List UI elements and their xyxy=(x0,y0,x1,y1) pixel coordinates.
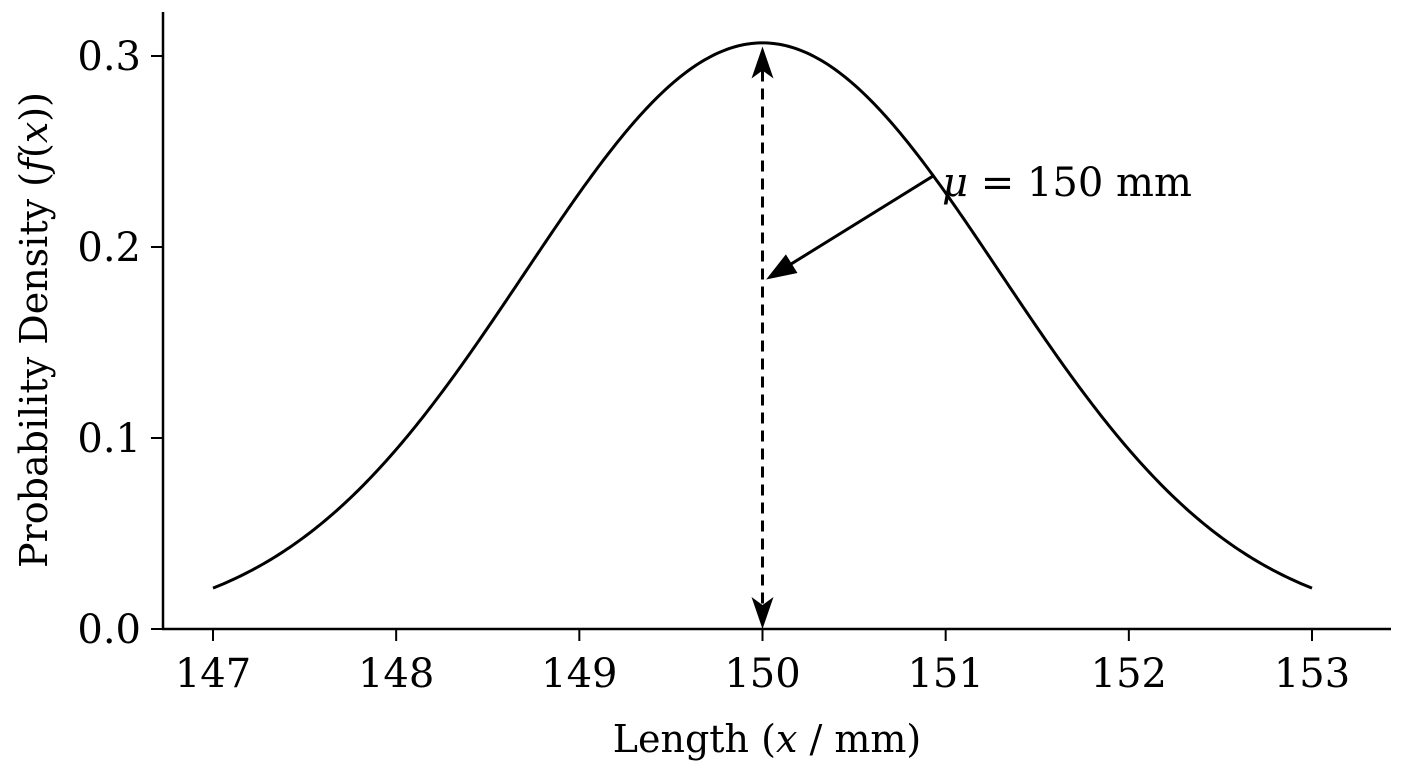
x-tick-label: 147 xyxy=(175,651,251,697)
y-axis-title-variable: x xyxy=(12,122,56,143)
x-tick-label: 149 xyxy=(541,651,617,697)
mean-value: = 150 mm xyxy=(968,160,1192,206)
x-axis-title-part-1: Length ( xyxy=(613,717,776,761)
arrowhead-up-icon xyxy=(751,46,774,79)
y-axis-title-paren: ( xyxy=(12,143,56,158)
x-tick-label: 148 xyxy=(358,651,434,697)
x-axis-title-part-3: / mm) xyxy=(797,717,921,761)
y-axis-ticks: 0.0 0.1 0.2 0.3 xyxy=(77,34,163,653)
x-tick-label: 150 xyxy=(724,651,800,697)
mean-symbol: μ xyxy=(942,160,968,206)
y-tick-label: 0.3 xyxy=(77,34,141,80)
x-tick-label: 151 xyxy=(907,651,983,697)
arrowhead-down-icon xyxy=(751,597,774,629)
annotation-arrowhead-icon xyxy=(766,254,798,280)
x-tick-label: 152 xyxy=(1091,651,1167,697)
y-tick-label: 0.2 xyxy=(77,225,141,271)
y-axis-title-part-1: Probability Density ( xyxy=(12,172,56,568)
normal-curve xyxy=(212,41,1313,590)
y-axis-title: Probability Density (f(x)) xyxy=(12,92,56,568)
x-axis-ticks: 147 148 149 150 151 152 153 xyxy=(175,629,1350,697)
annotations: μ = 150 mm xyxy=(751,46,1192,629)
series-group xyxy=(212,41,1313,590)
x-axis-title-variable: x xyxy=(776,717,797,761)
y-tick-label: 0.0 xyxy=(77,607,141,653)
y-axis-title-close: )) xyxy=(12,92,56,122)
x-tick-label: 153 xyxy=(1274,651,1350,697)
mean-annotation-label: μ = 150 mm xyxy=(942,160,1192,206)
axes xyxy=(161,12,1391,631)
y-tick-label: 0.1 xyxy=(77,416,141,462)
annotation-arrow-line xyxy=(785,174,934,269)
x-axis-title: Length (x / mm) xyxy=(613,717,921,761)
